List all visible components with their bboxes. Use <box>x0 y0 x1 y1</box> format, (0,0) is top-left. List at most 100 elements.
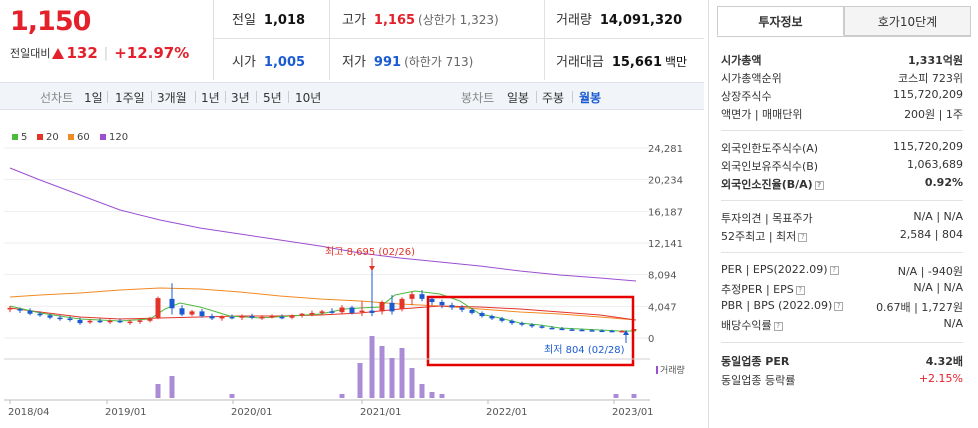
tab-underline <box>717 36 971 37</box>
candle-body <box>609 330 615 333</box>
help-icon[interactable]: ? <box>798 232 808 242</box>
period-1y[interactable]: 1년 <box>201 91 220 105</box>
ma120-line <box>9 167 637 282</box>
candle-body <box>179 308 185 315</box>
help-icon[interactable]: ? <box>795 285 805 295</box>
pbr-bps-label-text: PBR | BPS (2022.09) <box>721 299 833 312</box>
ma20-line <box>9 305 637 321</box>
per-eps-label: PER | EPS(2022.09)? <box>721 263 839 279</box>
chart-canvas[interactable]: 5 20 60 120 24,281 20,234 16,187 12,141 8,09… <box>0 110 704 428</box>
candle-weekly[interactable]: 주봉 <box>542 91 565 105</box>
market-cap-rank-label: 시가총액순위 <box>721 72 782 85</box>
y-tick-label: 12,141 <box>648 239 683 250</box>
candle-body <box>299 313 305 316</box>
candle-body <box>599 330 605 333</box>
help-icon[interactable]: ? <box>814 180 824 190</box>
par-value-label: 액면가 | 매매단위 <box>721 108 803 121</box>
candle-body <box>87 320 93 323</box>
current-price: 1,150 <box>10 6 91 37</box>
candle-body <box>169 298 175 309</box>
industry-change-label: 동일업종 등락률 <box>721 374 796 387</box>
quote-volume-value: 14,091,320 <box>599 13 683 28</box>
period-5y[interactable]: 5년 <box>263 91 282 105</box>
section-divider <box>721 342 963 343</box>
candle-body <box>127 321 133 324</box>
candle-body <box>499 318 505 321</box>
market-cap-rank-row[interactable]: 시가총액순위 코스피 723위 <box>721 70 963 86</box>
foreign-ratio-value: 0.92% <box>924 176 963 189</box>
week52-row: 52주최고 | 최저? 2,584 | 804 <box>721 228 963 244</box>
week52-label: 52주최고 | 최저? <box>721 228 808 244</box>
candle-body <box>17 309 23 311</box>
divider <box>536 91 537 103</box>
help-icon[interactable]: ? <box>834 301 844 311</box>
listed-shares-value: 115,720,209 <box>893 88 963 101</box>
candle-body <box>47 315 53 318</box>
candle-body <box>97 320 103 323</box>
candle-body <box>389 302 395 312</box>
period-3y[interactable]: 3년 <box>231 91 250 105</box>
info-tabs: 투자정보 호가10단계 <box>717 6 971 36</box>
candle-body <box>77 320 83 324</box>
per-eps-row: PER | EPS(2022.09)? N/A | -940원 <box>721 263 963 279</box>
candle-body <box>57 317 63 320</box>
candle-body <box>489 316 495 319</box>
candle-body <box>339 307 345 313</box>
market-cap-value: 1,331억원 <box>907 54 963 67</box>
par-value-row: 액면가 | 매매단위 200원 | 1주 <box>721 106 963 122</box>
low-annotation-text: 최저 804 (02/28) <box>544 344 625 356</box>
foreign-ratio-label: 외국인소진율(B/A)? <box>721 176 824 192</box>
industry-per-label: 동일업종 PER <box>721 355 790 368</box>
quote-prev-value: 1,018 <box>263 13 306 28</box>
market-cap-rank-value: 코스피 723위 <box>898 72 963 85</box>
tab-orderbook[interactable]: 호가10단계 <box>844 6 971 36</box>
candle-body <box>37 313 43 316</box>
candle-body <box>155 298 161 318</box>
y-tick-label: 16,187 <box>648 207 683 218</box>
foreign-limit-row: 외국인한도주식수(A) 115,720,209 <box>721 140 963 156</box>
industry-per-value: 4.32배 <box>925 355 963 368</box>
volume-bar <box>439 394 445 398</box>
tab-investment-info[interactable]: 투자정보 <box>717 6 844 36</box>
help-icon[interactable]: ? <box>829 265 839 275</box>
price-chart[interactable]: 5 20 60 120 24,281 20,234 16,187 12,141 8,09… <box>0 110 704 428</box>
quote-amount-label: 거래대금 <box>556 55 604 70</box>
candle-body <box>7 307 13 310</box>
divider <box>256 91 257 103</box>
grid-divider <box>329 0 330 80</box>
quote-amount: 거래대금 15,661 백만 <box>556 51 687 70</box>
pbr-bps-row: PBR | BPS (2022.09)? 0.67배 | 1,727원 <box>721 299 963 315</box>
candle-body <box>189 311 195 315</box>
help-icon[interactable]: ? <box>773 321 783 331</box>
candles <box>7 269 637 333</box>
x-tick-label: 2021/01 <box>360 407 402 418</box>
x-tick-label: 2019/01 <box>105 407 147 418</box>
candle-daily[interactable]: 일봉 <box>507 91 530 105</box>
period-1w[interactable]: 1주일 <box>115 91 145 105</box>
foreign-held-value: 1,063,689 <box>907 158 963 171</box>
divider <box>107 91 108 103</box>
period-10y[interactable]: 10년 <box>295 91 322 105</box>
x-axis: 2018/04 2019/01 2020/01 2021/01 2022/01 2023/… <box>8 400 654 418</box>
high-arrow-head-icon <box>369 266 375 271</box>
candle-body <box>309 312 315 315</box>
y-tick-label: 4,047 <box>648 302 677 313</box>
candle-body <box>579 329 585 332</box>
industry-change-row[interactable]: 동일업종 등락률 +2.15% <box>721 372 963 388</box>
period-1d[interactable]: 1일 <box>84 91 103 105</box>
candle-body <box>459 307 465 310</box>
candle-body <box>199 311 205 317</box>
candle-body <box>289 315 295 318</box>
candle-monthly[interactable]: 월봉 <box>579 91 602 105</box>
listed-shares-row: 상장주식수 115,720,209 <box>721 88 963 104</box>
per-eps-label-text: PER | EPS(2022.09) <box>721 263 828 276</box>
industry-per-row[interactable]: 동일업종 PER 4.32배 <box>721 353 963 369</box>
period-3m[interactable]: 3개월 <box>157 91 187 105</box>
foreign-ratio-row: 외국인소진율(B/A)? 0.92% <box>721 176 963 192</box>
candle-body <box>369 310 375 313</box>
quote-volume: 거래량 14,091,320 <box>556 9 682 28</box>
price-change: 전일대비 132 | +12.97% <box>10 44 189 62</box>
market-cap-label: 시가총액 <box>721 54 762 67</box>
listed-shares-label: 상장주식수 <box>721 90 772 103</box>
